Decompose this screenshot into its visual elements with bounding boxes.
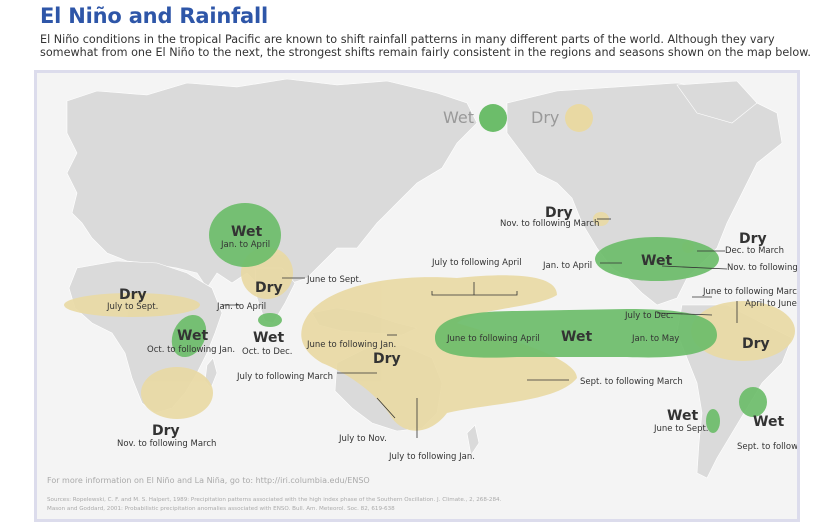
wet-regions — [171, 203, 767, 433]
legend: Wet Dry — [443, 104, 593, 132]
alaska-dry-type: Dry — [545, 205, 573, 221]
legend-wet-swatch — [479, 104, 507, 132]
us-east-dry-season: Dec. to March — [725, 246, 784, 256]
us-wet-region — [595, 237, 719, 281]
sahel-dry-season: July to Sept. — [106, 302, 158, 312]
eafrica-wet-type: Wet — [177, 328, 208, 344]
sahel-dry-type: Dry — [119, 287, 147, 303]
safrica-dry-season: Nov. to following March — [117, 439, 216, 449]
us-wet-season: Jan. to April — [542, 261, 592, 271]
srilanka-wet-season: Oct. to Dec. — [242, 347, 293, 357]
india-dry-season: June to Sept. — [306, 275, 362, 285]
brazil-season: April to June — [745, 299, 797, 309]
region-labels: Wet Jan. to April Dry June to Sept. Wet … — [106, 205, 830, 462]
dry-regions — [64, 212, 795, 431]
us-east-dry-type: Dry — [739, 231, 767, 247]
world-map: Wet Dry Wet Jan. to April Dry June to Se… — [47, 78, 830, 512]
asia-wet-type: Wet — [231, 224, 262, 240]
andes-wet-type: Wet — [667, 408, 698, 424]
eafrica-wet-season: Oct. to following Jan. — [147, 345, 235, 355]
more-info-text: For more information on El Niño and La N… — [47, 476, 370, 485]
greenland-land — [676, 80, 758, 124]
legend-dry-label: Dry — [531, 108, 559, 127]
indonesia-australia-dry-region — [301, 275, 577, 431]
pacific-wet-type: Wet — [561, 329, 592, 345]
sources-line-2: Mason and Goddard, 2001: Probabilistic p… — [47, 506, 395, 512]
sources-line-1: Sources: Ropelewski, C. F. and M. S. Hal… — [47, 497, 502, 503]
pacific-dry-south-season: Sept. to following March — [580, 377, 683, 387]
eafrica-wet-region — [171, 314, 207, 358]
pacific-wet-season1: June to following April — [446, 334, 540, 344]
pacific-season-top: July to following April — [431, 258, 522, 268]
andes-wet-region — [706, 409, 720, 433]
us-wet-type: Wet — [641, 253, 672, 269]
page-title: El Niño and Rainfall — [40, 4, 268, 28]
leader-lines — [222, 218, 738, 438]
srilanka-wet-type: Wet — [253, 330, 284, 346]
legend-wet-label: Wet — [443, 108, 474, 127]
intro-text: El Niño conditions in the tropical Pacif… — [40, 33, 811, 59]
australia-season1: July to Nov. — [338, 434, 387, 444]
indonesia-season2: July to following March — [236, 372, 333, 382]
alaska-dry-season: Nov. to following March — [500, 219, 599, 229]
australia-season2: July to following Jan. — [388, 452, 475, 462]
indonesia-dry-type: Dry — [373, 351, 401, 367]
srilanka-wet-region — [258, 313, 282, 327]
seasia-season: Jan. to April — [216, 302, 266, 312]
india-dry-type: Dry — [255, 280, 283, 296]
gulf-season: Nov. to following April — [727, 263, 797, 273]
map-frame: Wet Dry Wet Jan. to April Dry June to Se… — [34, 70, 830, 522]
pacific-wet-region — [435, 309, 717, 358]
brazil-dry-type: Dry — [742, 336, 770, 352]
sbrazil-wet-region — [739, 387, 767, 417]
newzealand-land — [466, 424, 480, 456]
legend-dry-swatch — [565, 104, 593, 132]
sbrazil-wet-season: Sept. to following Jan. — [737, 442, 797, 452]
sbrazil-wet-type: Wet — [753, 414, 784, 430]
central-america-season: July to Dec. — [624, 311, 673, 321]
andes-wet-season: June to Sept. — [653, 424, 709, 434]
safrica-dry-type: Dry — [152, 423, 180, 439]
asia-wet-region — [209, 203, 281, 267]
brazil-dry-region — [691, 301, 795, 361]
sahel-dry-region — [64, 293, 200, 317]
footer: For more information on El Niño and La N… — [47, 476, 502, 512]
safrica-dry-region — [141, 367, 213, 419]
indonesia-season1: June to following Jan. — [306, 340, 396, 350]
asia-wet-season: Jan. to April — [220, 240, 270, 250]
caribbean-season: June to following March — [702, 287, 797, 297]
pacific-wet-season2: Jan. to May — [631, 334, 679, 344]
